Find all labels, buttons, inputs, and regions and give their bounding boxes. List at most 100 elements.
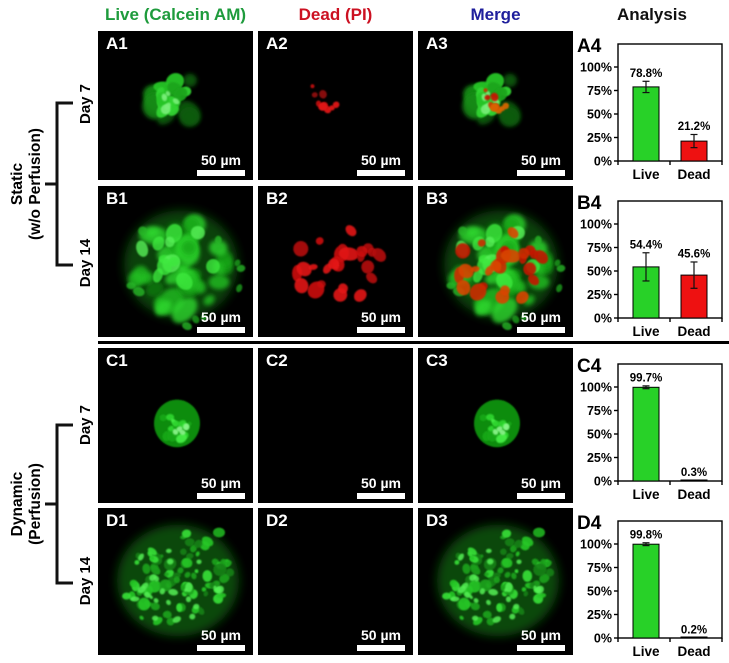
scale-bar-line xyxy=(357,645,405,651)
scale-bar-label: 50 µm xyxy=(361,627,401,643)
micrograph-panel-b3: B3 50 µm xyxy=(418,186,573,337)
y-tick-label: 25% xyxy=(587,288,612,302)
panel-label: C1 xyxy=(106,351,128,370)
y-tick-label: 25% xyxy=(587,451,612,465)
scale-bar: 50 µm xyxy=(357,628,405,651)
chart-id-label: C4 xyxy=(577,356,602,377)
micrograph-panel-b1: B1 50 µm xyxy=(98,186,253,337)
scale-bar: 50 µm xyxy=(517,310,565,333)
micrograph-image xyxy=(117,524,239,637)
y-tick-label: 50% xyxy=(587,585,612,599)
micrograph-image xyxy=(462,73,521,127)
scale-bar: 50 µm xyxy=(517,628,565,651)
scale-bar-label: 50 µm xyxy=(201,627,241,643)
chart-id-label: B4 xyxy=(577,193,602,214)
dynamic-group-bracket xyxy=(45,423,73,585)
panel-label: D3 xyxy=(426,511,448,530)
header-analysis: Analysis xyxy=(617,5,687,24)
scale-bar-line xyxy=(517,327,565,333)
scale-bar-line xyxy=(197,645,245,651)
micrograph-panel-a2: A2 50 µm xyxy=(258,31,413,180)
y-tick-label: 0% xyxy=(594,312,612,326)
value-label: 0.3% xyxy=(681,467,707,479)
panel-label: D2 xyxy=(266,511,288,530)
micrograph-panel-d1: D1 50 µm xyxy=(98,508,253,655)
micrograph-panel-d2: D2 50 µm xyxy=(258,508,413,655)
scale-bar-label: 50 µm xyxy=(201,475,241,491)
header-live: Live (Calcein AM) xyxy=(104,5,247,24)
y-tick-label: 100% xyxy=(580,538,612,552)
scale-bar-line xyxy=(357,170,405,176)
scale-bar: 50 µm xyxy=(197,628,245,651)
header-merge: Merge xyxy=(470,5,521,24)
value-label: 54.4% xyxy=(630,239,663,251)
y-tick-label: 75% xyxy=(587,241,612,255)
bar-dead xyxy=(680,479,708,482)
analysis-chart-a4: A4 0% 25% 50% 75% 100% 78.8% Live 21.2% Dead xyxy=(575,32,729,184)
scale-bar: 50 µm xyxy=(357,310,405,333)
value-label: 0.2% xyxy=(681,624,707,636)
panel-label: D1 xyxy=(106,511,128,530)
scale-bar: 50 µm xyxy=(197,310,245,333)
scale-bar: 50 µm xyxy=(197,153,245,176)
panel-label: A3 xyxy=(426,34,448,53)
micrograph-image xyxy=(444,210,566,331)
value-label: 45.6% xyxy=(678,249,711,261)
panel-label: A2 xyxy=(266,34,288,53)
panel-label: B3 xyxy=(426,189,448,208)
micrograph-image xyxy=(124,210,246,331)
scale-bar-line xyxy=(197,170,245,176)
micrograph-panel-c3: C3 50 µm xyxy=(418,348,573,503)
analysis-chart-c4: C4 0% 25% 50% 75% 100% 99.7% Live 0.3% Dead xyxy=(575,352,729,504)
bar-live xyxy=(632,386,660,482)
scale-bar-label: 50 µm xyxy=(201,309,241,325)
scale-bar-label: 50 µm xyxy=(521,475,561,491)
panel-label: A1 xyxy=(106,34,128,53)
scale-bar-label: 50 µm xyxy=(521,627,561,643)
micrograph-panel-b2: B2 50 µm xyxy=(258,186,413,337)
chart-id-label: A4 xyxy=(577,36,602,57)
bar-chart: B4 0% 25% 50% 75% 100% 54.4% Live 45.6% Dead xyxy=(577,193,723,339)
scale-bar-label: 50 µm xyxy=(521,309,561,325)
scale-bar: 50 µm xyxy=(357,153,405,176)
scale-bar-line xyxy=(357,493,405,499)
bar-chart: A4 0% 25% 50% 75% 100% 78.8% Live 21.2% Dead xyxy=(577,36,723,182)
value-label: 99.7% xyxy=(630,372,663,384)
chart-id-label: D4 xyxy=(577,513,602,534)
header-dead: Dead (PI) xyxy=(298,5,373,24)
bar-live xyxy=(632,86,660,162)
scale-bar-line xyxy=(517,493,565,499)
scale-bar-line xyxy=(197,493,245,499)
x-category-label: Live xyxy=(632,324,660,339)
micrograph-image xyxy=(474,399,520,448)
x-category-label: Dead xyxy=(677,487,710,502)
scale-bar-label: 50 µm xyxy=(361,152,401,168)
value-label: 99.8% xyxy=(630,529,663,541)
y-tick-label: 75% xyxy=(587,84,612,98)
y-tick-label: 25% xyxy=(587,131,612,145)
micrograph-image xyxy=(310,84,340,114)
value-label: 21.2% xyxy=(678,121,711,133)
scale-bar: 50 µm xyxy=(197,476,245,499)
y-tick-label: 0% xyxy=(594,632,612,646)
value-label: 78.8% xyxy=(630,68,663,80)
scale-bar: 50 µm xyxy=(357,476,405,499)
micrograph-panel-a3: A3 50 µm xyxy=(418,31,573,180)
y-tick-label: 0% xyxy=(594,155,612,169)
y-tick-label: 25% xyxy=(587,608,612,622)
y-tick-label: 75% xyxy=(587,561,612,575)
scale-bar-line xyxy=(197,327,245,333)
x-category-label: Live xyxy=(632,167,660,182)
scale-bar-line xyxy=(517,645,565,651)
scale-bar-line xyxy=(357,327,405,333)
y-tick-label: 50% xyxy=(587,428,612,442)
x-category-label: Dead xyxy=(677,167,710,182)
scale-bar-label: 50 µm xyxy=(521,152,561,168)
micrograph-panel-c2: C2 50 µm xyxy=(258,348,413,503)
panel-label: B2 xyxy=(266,189,288,208)
bar-dead xyxy=(680,636,708,639)
y-tick-label: 50% xyxy=(587,108,612,122)
scale-bar-label: 50 µm xyxy=(361,309,401,325)
y-tick-label: 100% xyxy=(580,218,612,232)
